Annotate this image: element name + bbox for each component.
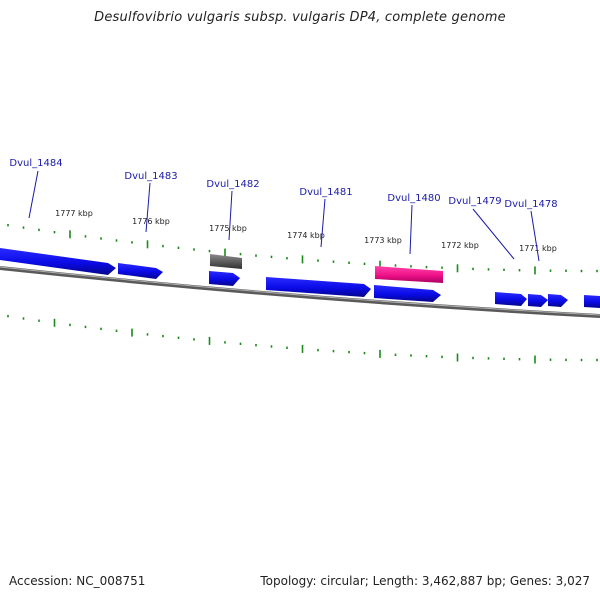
cds-feature[interactable]: [584, 295, 600, 308]
feature-track-upper: [0, 248, 443, 283]
gene-leader-line: [320, 198, 326, 248]
gene-label[interactable]: Dvul_1482: [206, 179, 259, 190]
gene-label[interactable]: Dvul_1480: [387, 193, 440, 204]
gene-leader-line: [228, 190, 233, 241]
gene-label[interactable]: Dvul_1479: [448, 196, 501, 207]
genome-summary-text: Topology: circular; Length: 3,462,887 bp…: [260, 574, 590, 588]
gene-leader-line: [28, 170, 39, 219]
cds-feature[interactable]: [374, 285, 441, 302]
genome-backbone: [0, 266, 600, 318]
ruler-label: 1774 kbp: [287, 231, 325, 240]
gene-callouts: Dvul_1484 Dvul_1483 Dvul_1482 Dvul_1481 Dvul…: [9, 158, 558, 262]
gene-label[interactable]: Dvul_1484: [9, 158, 62, 169]
cds-feature[interactable]: [548, 294, 568, 307]
cds-feature[interactable]: [495, 292, 527, 306]
gene-label[interactable]: Dvul_1478: [504, 199, 557, 210]
gene-label[interactable]: Dvul_1481: [299, 187, 352, 198]
cds-feature[interactable]: [209, 271, 240, 286]
ruler-label: 1775 kbp: [209, 224, 247, 233]
map-title: Desulfovibrio vulgaris subsp. vulgaris D…: [94, 10, 506, 25]
ruler-labels: 1777 kbp 1776 kbp 1775 kbp 1774 kbp 1773 kbp…: [55, 209, 557, 253]
gene-feature-pink[interactable]: [375, 266, 443, 283]
ruler-label: 1777 kbp: [55, 209, 93, 218]
ruler-label: 1773 kbp: [364, 236, 402, 245]
gene-leader-line: [472, 208, 515, 260]
inner-tick-ring: [7, 315, 598, 364]
genome-backbone-highlight: [0, 266, 600, 316]
ruler-label: 1776 kbp: [132, 217, 170, 226]
accession-text: Accession: NC_008751: [9, 574, 146, 588]
cds-feature[interactable]: [266, 277, 371, 297]
ruler-label: 1771 kbp: [519, 244, 557, 253]
outer-tick-ring: [7, 224, 598, 275]
gene-leader-line: [530, 210, 540, 262]
ruler-label: 1772 kbp: [441, 241, 479, 250]
gene-leader-line: [145, 182, 151, 233]
gene-label[interactable]: Dvul_1483: [124, 171, 177, 182]
cds-feature[interactable]: [0, 248, 116, 275]
cds-feature[interactable]: [528, 294, 548, 307]
cds-feature[interactable]: [118, 263, 163, 279]
gene-feature-gray[interactable]: [210, 254, 242, 269]
feature-track-lower: [209, 271, 600, 308]
gene-leader-line: [409, 204, 413, 255]
